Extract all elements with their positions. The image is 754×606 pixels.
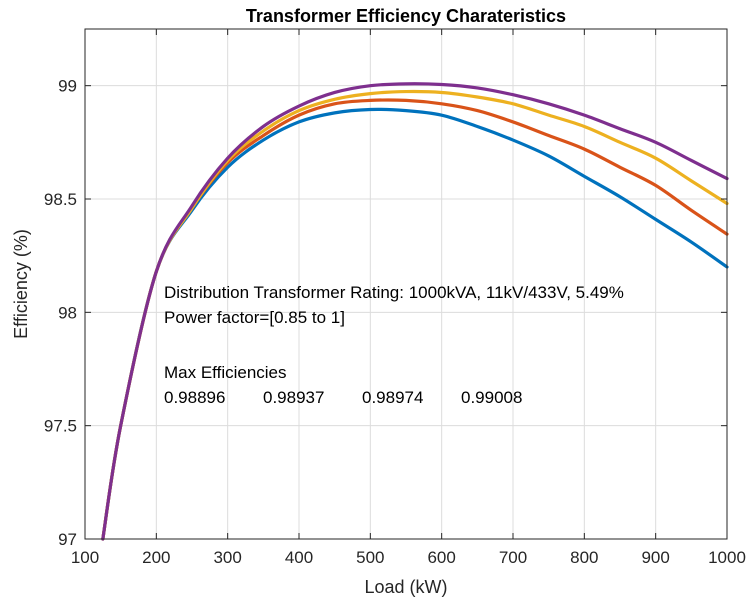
chart-title: Transformer Efficiency Charateristics xyxy=(246,6,566,26)
x-tick-label: 900 xyxy=(641,548,669,567)
y-axis-label: Efficiency (%) xyxy=(11,229,31,339)
y-tick-label: 98 xyxy=(58,303,77,322)
plot-area-border xyxy=(84,28,728,540)
x-tick-label: 100 xyxy=(71,548,99,567)
x-tick-label: 200 xyxy=(142,548,170,567)
x-axis-ticks: 100 200 300 400 500 600 700 800 900 1000 xyxy=(71,29,746,567)
x-tick-label: 400 xyxy=(285,548,313,567)
max-efficiency-value: 0.98974 xyxy=(362,388,423,407)
x-tick-label: 1000 xyxy=(708,548,746,567)
max-efficiency-value: 0.99008 xyxy=(461,388,522,407)
max-efficiency-value: 0.98937 xyxy=(263,388,324,407)
x-tick-label: 600 xyxy=(427,548,455,567)
y-tick-label: 97.5 xyxy=(44,417,77,436)
x-tick-label: 800 xyxy=(570,548,598,567)
x-axis-label: Load (kW) xyxy=(364,577,447,597)
x-tick-label: 500 xyxy=(356,548,384,567)
x-tick-label: 700 xyxy=(499,548,527,567)
y-tick-label: 98.5 xyxy=(44,190,77,209)
series-line-4 xyxy=(101,82,729,541)
max-efficiency-value: 0.98896 xyxy=(164,388,225,407)
rating-annotation: Distribution Transformer Rating: 1000kVA… xyxy=(164,283,624,302)
max-efficiencies-heading: Max Efficiencies xyxy=(164,363,287,382)
y-tick-label: 99 xyxy=(58,77,77,96)
y-tick-label: 97 xyxy=(58,530,77,549)
y-axis-ticks: 97 97.5 98 98.5 99 xyxy=(44,77,727,549)
series-lines xyxy=(101,82,729,541)
x-tick-label: 300 xyxy=(213,548,241,567)
power-factor-annotation: Power factor=[0.85 to 1] xyxy=(164,308,345,327)
